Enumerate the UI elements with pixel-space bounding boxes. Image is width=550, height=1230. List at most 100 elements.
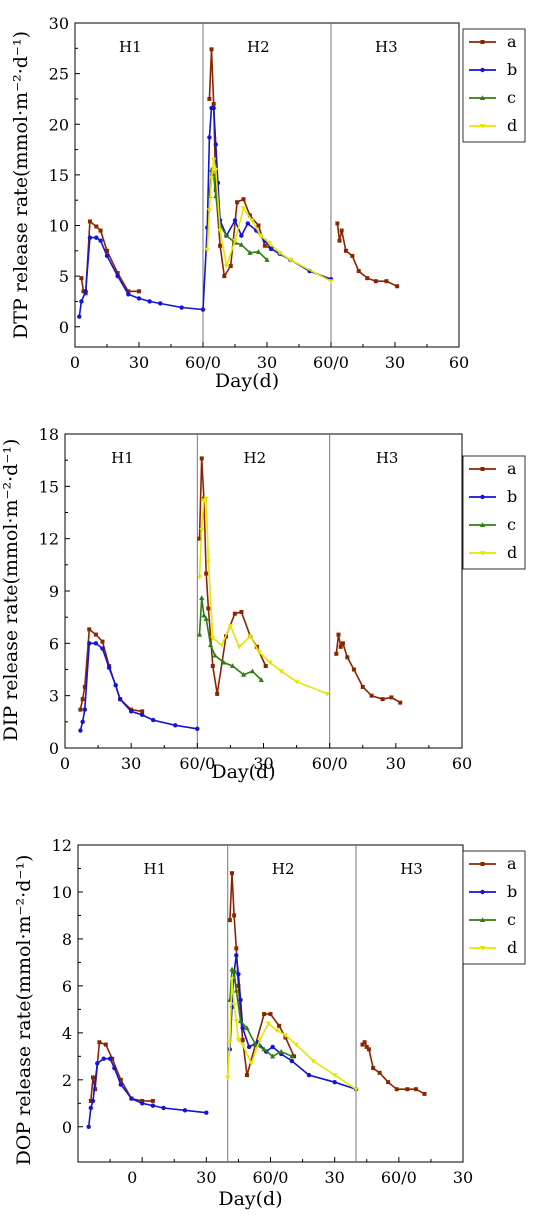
legend-label-a: a bbox=[507, 854, 517, 873]
data-point-a bbox=[241, 197, 246, 202]
data-point-a bbox=[209, 47, 214, 52]
legend-label-d: d bbox=[507, 543, 517, 562]
data-point-a bbox=[364, 1044, 369, 1049]
data-point-c bbox=[278, 1048, 284, 1054]
data-point-b bbox=[234, 953, 239, 958]
plot-frame bbox=[74, 22, 460, 348]
data-point-d bbox=[274, 1028, 280, 1034]
chart-panel-dip: H1 H2 H3 0 3 6 9 12 15 18 0 30 60/0 30 60/0 30 60 Day(d) D… bbox=[0, 425, 526, 783]
data-point-b bbox=[240, 1025, 245, 1031]
legend-label-b: b bbox=[507, 60, 517, 79]
data-point-a bbox=[386, 1080, 391, 1085]
data-point-d bbox=[282, 1033, 289, 1038]
data-point-a bbox=[413, 1087, 418, 1092]
data-point-b bbox=[139, 712, 145, 718]
x-tick-label: 60/0 bbox=[313, 353, 349, 372]
data-point-a bbox=[228, 264, 233, 268]
data-point-a bbox=[256, 223, 261, 228]
data-point-b bbox=[86, 1124, 91, 1129]
data-point-d bbox=[233, 1019, 239, 1024]
x-axis-title: Day(d) bbox=[218, 1188, 282, 1210]
data-point-d bbox=[278, 669, 284, 675]
data-point-a bbox=[263, 664, 268, 669]
data-point-a bbox=[222, 274, 227, 279]
y-axis-title: DIP release rate(mmol·m⁻²·d⁻¹) bbox=[0, 439, 22, 742]
data-point-d bbox=[196, 575, 203, 580]
data-point-b bbox=[129, 1096, 134, 1101]
data-point-c bbox=[199, 595, 205, 600]
data-point-a bbox=[210, 664, 215, 669]
data-point-b bbox=[87, 641, 92, 646]
legend-marker-a bbox=[480, 862, 485, 866]
data-point-b bbox=[270, 1044, 275, 1050]
data-point-b bbox=[173, 723, 178, 728]
data-point-d bbox=[332, 1073, 338, 1078]
legend-label-c: c bbox=[507, 515, 516, 534]
data-point-a bbox=[277, 1023, 282, 1028]
data-point-a bbox=[234, 946, 239, 951]
data-point-a bbox=[232, 611, 237, 616]
data-point-b bbox=[245, 221, 250, 226]
data-point-a bbox=[235, 200, 240, 205]
data-point-d bbox=[265, 1021, 271, 1027]
data-point-d bbox=[223, 264, 230, 269]
data-point-b bbox=[239, 233, 244, 238]
series-line-b bbox=[87, 1057, 207, 1127]
data-point-a bbox=[337, 238, 342, 243]
data-point-a bbox=[262, 1012, 267, 1017]
data-point-a bbox=[405, 1087, 410, 1092]
x-tick-label: 30 bbox=[121, 754, 141, 773]
data-point-a bbox=[126, 289, 131, 294]
series-c bbox=[227, 966, 295, 1059]
y-tick-label: 6 bbox=[49, 634, 59, 653]
data-point-a bbox=[78, 707, 83, 712]
data-point-a bbox=[204, 571, 209, 576]
data-point-b bbox=[136, 296, 142, 301]
data-point-b bbox=[161, 1105, 166, 1111]
data-point-b bbox=[82, 707, 88, 712]
data-point-d bbox=[287, 257, 294, 263]
data-point-b bbox=[232, 218, 238, 223]
data-point-d bbox=[247, 634, 253, 640]
data-point-a bbox=[394, 1087, 399, 1092]
data-point-d bbox=[249, 218, 255, 224]
y-tick-label: 12 bbox=[39, 530, 59, 549]
series-line-d bbox=[206, 159, 332, 282]
legend-label-d: d bbox=[507, 938, 517, 957]
x-axis-title: Day(d) bbox=[215, 370, 279, 392]
series-line-d bbox=[198, 496, 328, 695]
data-point-a bbox=[199, 456, 204, 461]
legend-label-b: b bbox=[507, 882, 517, 901]
data-point-b bbox=[238, 997, 243, 1003]
data-point-a bbox=[197, 536, 202, 541]
data-point-c bbox=[255, 249, 262, 254]
y-tick-label: 0 bbox=[49, 739, 59, 758]
data-point-a bbox=[218, 243, 223, 248]
data-point-b bbox=[207, 135, 212, 140]
data-point-d bbox=[218, 643, 225, 648]
data-point-c bbox=[247, 250, 253, 255]
data-point-d bbox=[248, 1061, 254, 1067]
legend-marker-c bbox=[479, 95, 486, 100]
legend-marker-a bbox=[480, 467, 485, 471]
data-point-b bbox=[83, 289, 88, 294]
data-point-a bbox=[105, 248, 109, 253]
data-point-a bbox=[371, 1066, 376, 1071]
data-point-a bbox=[422, 1091, 427, 1096]
x-tick-label: 60/0 bbox=[312, 754, 348, 773]
data-point-a bbox=[227, 918, 232, 923]
series-line-a bbox=[336, 223, 398, 288]
legend-box bbox=[462, 455, 526, 570]
x-tick-label: 60 bbox=[449, 353, 469, 372]
data-point-b bbox=[88, 1105, 94, 1111]
data-point-c bbox=[237, 1018, 244, 1024]
data-point-b bbox=[98, 238, 103, 243]
data-point-d bbox=[229, 976, 235, 982]
series-a bbox=[78, 456, 403, 714]
data-point-d bbox=[310, 1059, 316, 1064]
data-point-c bbox=[201, 612, 207, 618]
data-point-c bbox=[203, 616, 209, 621]
legend-label-a: a bbox=[507, 459, 517, 478]
data-point-a bbox=[137, 289, 141, 294]
